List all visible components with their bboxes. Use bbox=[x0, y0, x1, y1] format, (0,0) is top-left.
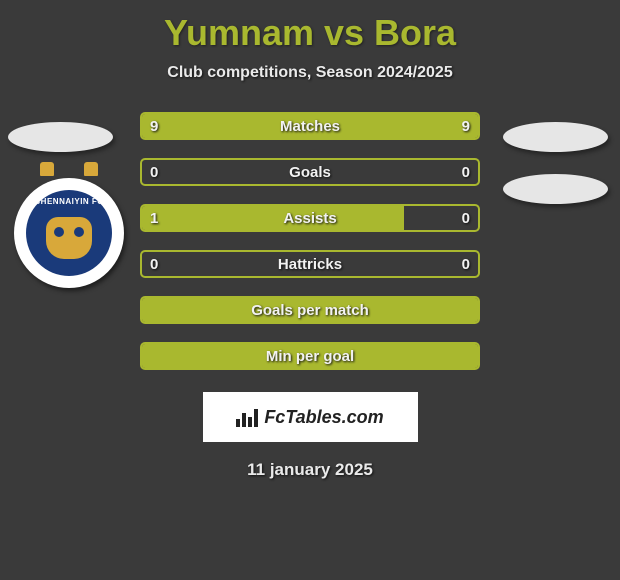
stat-label: Goals per match bbox=[251, 302, 369, 319]
stat-fill-left bbox=[142, 206, 404, 230]
stat-value-right: 0 bbox=[462, 160, 470, 184]
player-right-oval-1 bbox=[503, 122, 608, 152]
trophy-icon bbox=[40, 162, 54, 176]
stat-value-right: 9 bbox=[462, 114, 470, 138]
club-mascot-icon bbox=[46, 217, 92, 259]
stat-row: 9 Matches 9 bbox=[140, 112, 480, 140]
stat-label: Goals bbox=[289, 164, 331, 181]
stat-label: Matches bbox=[280, 118, 340, 135]
player-left-oval bbox=[8, 122, 113, 152]
barchart-icon bbox=[236, 407, 258, 427]
player-right-oval-2 bbox=[503, 174, 608, 204]
stat-value-left: 0 bbox=[150, 160, 158, 184]
stat-value-left: 9 bbox=[150, 114, 158, 138]
club-badge-inner: CHENNAIYIN FC bbox=[26, 190, 112, 276]
stat-row: Goals per match bbox=[140, 296, 480, 324]
stat-row: 1 Assists 0 bbox=[140, 204, 480, 232]
club-logo: CHENNAIYIN FC bbox=[14, 178, 124, 288]
date-text: 11 january 2025 bbox=[0, 460, 620, 480]
trophy-icon bbox=[84, 162, 98, 176]
stat-row: 0 Hattricks 0 bbox=[140, 250, 480, 278]
page-title: Yumnam vs Bora bbox=[0, 0, 620, 54]
stat-value-right: 0 bbox=[462, 206, 470, 230]
page-subtitle: Club competitions, Season 2024/2025 bbox=[0, 64, 620, 82]
stat-value-right: 0 bbox=[462, 252, 470, 276]
stat-label: Hattricks bbox=[278, 256, 342, 273]
stat-label: Min per goal bbox=[266, 348, 354, 365]
stat-row: 0 Goals 0 bbox=[140, 158, 480, 186]
fctables-badge: FcTables.com bbox=[203, 392, 418, 442]
fctables-text: FcTables.com bbox=[264, 407, 383, 428]
stat-row: Min per goal bbox=[140, 342, 480, 370]
club-name: CHENNAIYIN FC bbox=[34, 197, 103, 206]
stat-value-left: 0 bbox=[150, 252, 158, 276]
stat-label: Assists bbox=[283, 210, 336, 227]
stat-value-left: 1 bbox=[150, 206, 158, 230]
stats-container: 9 Matches 9 0 Goals 0 1 Assists 0 0 Hatt… bbox=[140, 112, 480, 370]
